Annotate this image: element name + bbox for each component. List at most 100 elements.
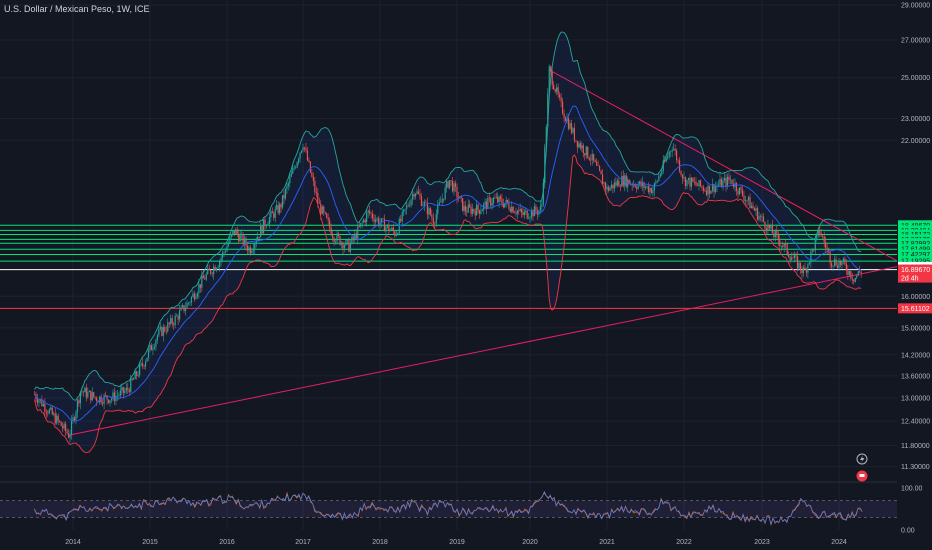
candle-body [462,198,464,211]
candle-body [624,175,626,186]
candle-body [293,167,295,169]
candle-body [198,284,200,294]
candle-body [252,249,254,251]
candle-body [523,211,525,215]
candle-body [570,123,573,133]
candle-body [547,93,549,127]
candle-body [485,201,488,209]
candle-body [139,364,141,376]
candle-body [457,197,460,199]
candle-body [494,197,496,199]
candle-body [177,315,179,320]
candle-body [361,222,363,224]
candle-body [249,247,251,254]
candle-body [860,272,862,273]
candle-body [826,247,828,249]
candle-body [429,208,431,215]
candle-body [257,236,259,242]
candle-body [81,391,83,393]
candle-body [696,184,699,186]
candle-body [349,243,351,252]
candle-body [251,250,253,254]
candle-body [541,204,543,207]
candle-body [604,182,607,190]
candle-body [201,275,203,288]
candle-body [816,233,818,240]
candle-body [394,231,396,236]
candle-body [47,412,49,414]
candle-body [698,180,700,186]
candle-body [286,185,288,190]
candle-body [435,213,437,224]
candle-body [591,153,593,161]
candle-body [499,196,502,199]
candle-body [553,84,555,90]
candle-body [527,218,530,219]
candle-body [360,223,362,227]
candle-body [853,279,855,282]
candle-body [309,161,312,173]
candle-body [90,390,92,401]
candle-body [656,180,658,182]
support-tag-label: 15.61102 [901,306,930,313]
candle-body [190,296,193,303]
key-level-tag-bg [898,256,932,267]
candle-body [603,182,605,184]
candle-body [519,209,521,211]
candle-body [644,187,647,189]
candle-body [802,267,805,274]
price-axis[interactable]: 29.00000 27.00000 25.00000 23.00000 22.00000… [897,0,932,550]
candle-body [820,233,822,236]
candle-body [290,173,292,177]
candle-body [217,266,219,269]
candle-body [342,242,344,249]
candle-body [755,208,757,211]
candle-body [693,181,696,183]
candle-body [273,213,275,218]
candle-body [664,160,666,162]
candle-body [434,223,436,224]
candle-body [440,202,442,203]
candle-body [79,392,82,404]
upper-band-line [34,31,862,401]
candle-body [426,202,428,215]
candle-body [149,345,151,350]
candle-body [612,184,614,189]
candle-body [579,143,581,149]
candle-body [96,397,98,402]
candle-body [62,426,64,429]
time-tick-label: 2015 [142,539,158,546]
candle-body [281,195,284,208]
candle-body [851,278,853,280]
candle-body [280,204,282,208]
chart-icons[interactable] [856,453,868,482]
time-tick-label: 2019 [449,539,465,546]
rsi-band-fill [0,500,897,518]
candle-body [513,212,516,214]
candle-body [119,390,121,396]
candle-body [374,219,377,222]
lightning-icon-ring [856,453,868,465]
candle-body [559,94,561,98]
candle-body [369,210,371,214]
earnings-flag-icon[interactable] [856,470,868,482]
time-axis[interactable]: 2014 2015 2016 2017 2018 2019 2020 2021 2022 2023… [65,539,847,546]
candle-body [298,158,300,163]
candle-body [274,209,276,218]
candle-body [136,371,138,376]
candle-body [753,208,756,211]
candle-body [115,395,117,402]
candle-body [557,87,559,95]
candle-body [143,365,145,367]
candle-body [556,87,558,92]
lightning-icon[interactable] [856,453,868,465]
candle-body [684,177,687,186]
candle-body [576,140,578,148]
candle-body [504,203,506,208]
candle-body [828,248,830,252]
candle-body [261,226,263,234]
candle-body [542,183,544,205]
candle-body [38,400,40,403]
